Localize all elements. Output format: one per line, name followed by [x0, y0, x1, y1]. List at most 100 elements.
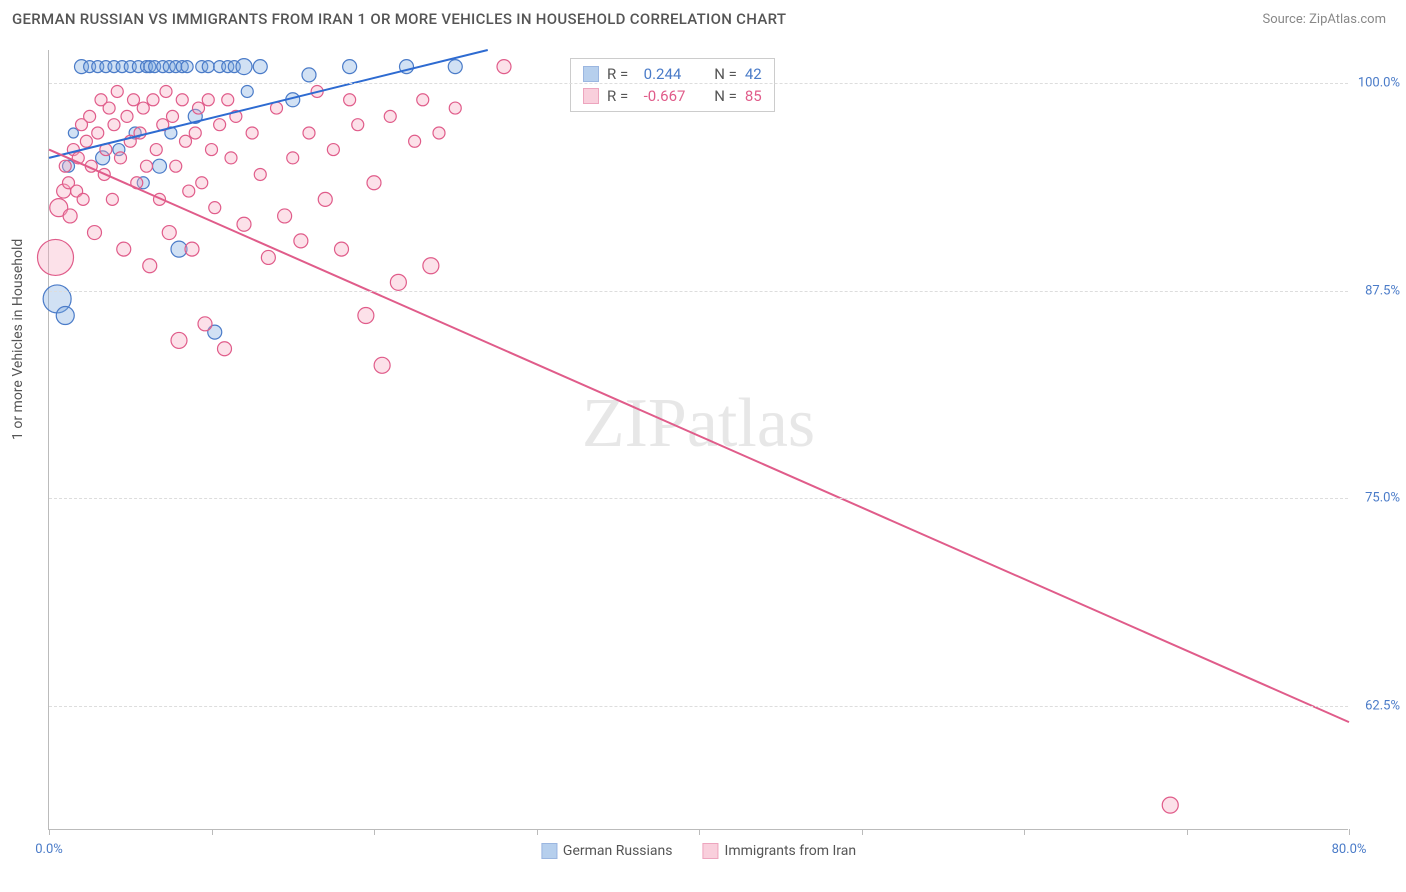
data-point	[254, 168, 266, 180]
gridline	[49, 498, 1348, 499]
data-point	[117, 242, 131, 256]
data-point	[162, 226, 176, 240]
data-point	[84, 110, 96, 122]
chart-area: ZIPatlas R = 0.244N =42R = -0.667N =85 G…	[48, 50, 1348, 830]
x-tick	[49, 829, 50, 835]
data-point	[80, 135, 92, 147]
data-point	[56, 307, 74, 325]
data-point	[111, 85, 123, 97]
legend-item: Immigrants from Iran	[703, 843, 857, 859]
gridline	[49, 83, 1348, 84]
x-tick	[537, 829, 538, 835]
data-point	[1162, 797, 1178, 813]
data-point	[68, 128, 78, 138]
x-tick	[1187, 829, 1188, 835]
data-point	[214, 119, 226, 131]
data-point	[206, 144, 218, 156]
data-point	[121, 110, 133, 122]
data-point	[335, 242, 349, 256]
n-label: N =	[714, 87, 737, 105]
data-point	[423, 258, 439, 274]
legend-label: German Russians	[563, 843, 673, 859]
x-tick	[1349, 829, 1350, 835]
data-point	[352, 119, 364, 131]
data-point	[108, 119, 120, 131]
r-label: R =	[607, 87, 628, 105]
y-tick-label: 100.0%	[1358, 76, 1400, 91]
y-tick-label: 87.5%	[1365, 283, 1400, 298]
data-point	[218, 342, 232, 356]
data-point	[92, 127, 104, 139]
data-point	[253, 60, 267, 74]
data-point	[448, 60, 462, 74]
data-point	[88, 226, 102, 240]
data-point	[202, 61, 214, 73]
data-point	[409, 135, 421, 147]
r-label: R =	[607, 65, 628, 83]
data-point	[497, 60, 511, 74]
correlation-legend: R = 0.244N =42R = -0.667N =85	[570, 58, 775, 112]
data-point	[287, 152, 299, 164]
y-axis-label: 1 or more Vehicles in Household	[10, 239, 26, 440]
data-point	[318, 192, 332, 206]
data-point	[202, 94, 214, 106]
data-point	[358, 308, 374, 324]
x-tick	[699, 829, 700, 835]
data-point	[344, 94, 356, 106]
data-point	[181, 61, 193, 73]
data-point	[185, 242, 199, 256]
data-point	[236, 59, 252, 75]
data-point	[106, 193, 118, 205]
data-point	[150, 144, 162, 156]
legend-swatch	[583, 88, 599, 104]
data-point	[449, 102, 461, 114]
data-point	[153, 159, 167, 173]
legend-swatch	[703, 843, 719, 859]
data-point	[183, 185, 195, 197]
gridline	[49, 291, 1348, 292]
data-point	[327, 144, 339, 156]
data-point	[367, 176, 381, 190]
data-point	[278, 209, 292, 223]
data-point	[384, 110, 396, 122]
data-point	[374, 357, 390, 373]
data-point	[303, 127, 315, 139]
data-point	[196, 177, 208, 189]
data-point	[225, 152, 237, 164]
x-tick	[862, 829, 863, 835]
data-point	[141, 160, 153, 172]
data-point	[128, 94, 140, 106]
data-point	[160, 85, 172, 97]
data-point	[343, 60, 357, 74]
legend-item: German Russians	[541, 843, 673, 859]
source-label: Source: ZipAtlas.com	[1262, 12, 1386, 27]
data-point	[417, 94, 429, 106]
chart-title: GERMAN RUSSIAN VS IMMIGRANTS FROM IRAN 1…	[12, 10, 786, 28]
correlation-row: R = 0.244N =42	[583, 65, 762, 83]
n-value: 42	[745, 65, 762, 83]
correlation-row: R = -0.667N =85	[583, 87, 762, 105]
r-value: -0.667	[636, 87, 696, 105]
data-point	[241, 85, 253, 97]
y-tick-label: 75.0%	[1365, 491, 1400, 506]
data-point	[209, 202, 221, 214]
data-point	[176, 94, 188, 106]
data-point	[77, 193, 89, 205]
data-point	[433, 127, 445, 139]
data-point	[390, 274, 406, 290]
legend-label: Immigrants from Iran	[725, 843, 857, 859]
data-point	[261, 250, 275, 264]
data-point	[222, 94, 234, 106]
data-point	[137, 102, 149, 114]
data-point	[38, 239, 74, 275]
x-tick	[212, 829, 213, 835]
data-point	[147, 94, 159, 106]
legend-swatch	[583, 66, 599, 82]
x-tick	[374, 829, 375, 835]
data-point	[170, 160, 182, 172]
n-label: N =	[714, 65, 737, 83]
gridline	[49, 706, 1348, 707]
data-point	[180, 135, 192, 147]
series-legend: German Russians Immigrants from Iran	[541, 843, 856, 859]
data-point	[246, 127, 258, 139]
